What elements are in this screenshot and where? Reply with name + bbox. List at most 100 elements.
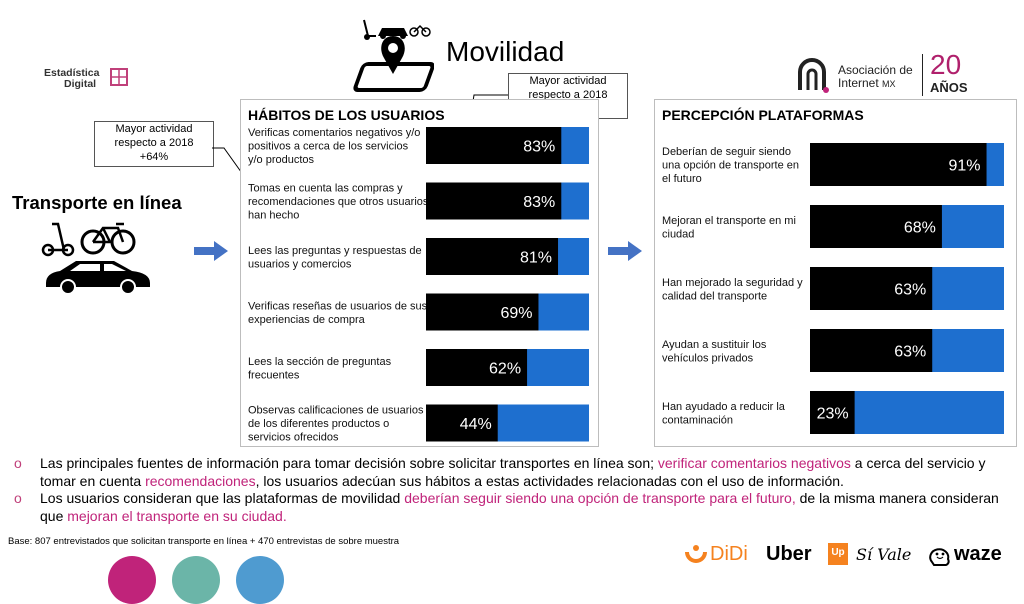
value-label: 62% (489, 361, 521, 378)
brand-line-2: Digital (64, 78, 97, 90)
value-label: 83% (523, 139, 555, 156)
value-label: 44% (460, 416, 492, 433)
category-label-line: calidad del transporte (662, 290, 767, 302)
category-label: Han ayudado a reducir la contaminación (662, 401, 786, 427)
bar-value (426, 238, 559, 275)
waze-logo: waze (954, 543, 1002, 565)
bar-value (810, 205, 942, 248)
category-label-line: Verificas reseñas de usuarios de sus (248, 300, 428, 312)
category-label-line: positivos a cerca de los servicios (248, 141, 409, 153)
value-label: 69% (500, 305, 532, 322)
waze-icon (929, 548, 950, 566)
category-label-line: experiencias de compra (248, 314, 366, 326)
bullet-text: Los usuarios consideran que las platafor… (40, 490, 405, 506)
brand-line-1: Estadística (44, 67, 100, 79)
asociacion-line1: Asociación de (838, 63, 913, 77)
category-label: Verificas reseñas de usuarios de sus expe… (248, 300, 428, 326)
category-label-line: Lees la sección de preguntas (248, 356, 392, 368)
up-logo: Up (828, 543, 848, 565)
value-label: 23% (817, 406, 849, 423)
callout-top-line1: Mayor actividad (529, 75, 607, 87)
value-label: 91% (949, 158, 981, 175)
value-label: 83% (523, 194, 555, 211)
category-label: Han mejorado la seguridad y calidad del t… (662, 277, 803, 303)
years-number: 20 (930, 49, 962, 80)
estadistica-digital-logo: Estadística Digital (44, 68, 99, 90)
callout-left: Mayor actividad respecto a 2018 +64% (94, 121, 214, 167)
category-label: Deberían de seguir siendo una opción de t… (662, 146, 799, 185)
callout-left-line1: Mayor actividad (115, 123, 193, 135)
bullet-marker-2: o (14, 490, 22, 506)
car-icon (46, 261, 150, 295)
didi-logo: DiDi (710, 543, 748, 565)
mobility-phone-icon (353, 19, 434, 92)
category-label-line: Ayudan a sustituir los (662, 339, 767, 351)
bar-value (426, 293, 539, 331)
bullet-text: a cerca del servicio y tomar en cuenta (40, 455, 986, 489)
bar-value (810, 143, 987, 186)
base-note: Base: 807 entrevistados que solicitan tr… (8, 536, 400, 547)
value-label: 63% (894, 282, 926, 299)
category-label-line: frecuentes (248, 369, 300, 381)
bullet-1: o Las principales fuentes de información … (14, 455, 1014, 490)
arrow-right-icon-2 (608, 241, 642, 261)
category-label: Ayudan a sustituir los vehículos privados (662, 339, 767, 365)
value-label: 81% (520, 250, 552, 267)
uber-logo: Uber (766, 543, 812, 565)
category-label-line: Verificas comentarios negativos y/o (248, 127, 420, 139)
category-label-line: vehículos privados (662, 352, 754, 364)
habits-chart: Verificas comentarios negativos y/o posit… (248, 127, 589, 444)
category-label-line: y/o productos (248, 154, 315, 166)
category-label-line: una opción de transporte en (662, 160, 799, 172)
years-label: AÑOS (930, 80, 968, 95)
summary-bullets: o Las principales fuentes de información … (14, 455, 1014, 525)
bar-value (426, 349, 528, 386)
category-label-line: de los diferentes productos o (248, 418, 389, 430)
category-label: Observas calificaciones de usuarios de lo… (248, 405, 424, 444)
page-title: Movilidad (446, 36, 565, 67)
category-label: Verificas comentarios negativos y/o posit… (248, 127, 420, 166)
category-label-line: Han ayudado a reducir la (662, 401, 786, 413)
highlight-text: mejoran el transporte en su ciudad. (67, 507, 287, 524)
category-label: Lees las preguntas y respuestas de usuari… (248, 245, 422, 271)
asociacion-suffix: MX (882, 79, 896, 89)
arrow-right-icon (194, 241, 228, 261)
callout-top-line2: respecto a 2018 (528, 89, 608, 101)
bar-value (426, 182, 562, 220)
highlight-text: verificar comentarios negativos (657, 455, 851, 471)
category-label-line: Observas calificaciones de usuarios (248, 405, 424, 417)
highlight-text: recomendaciones (145, 472, 256, 489)
asociacion-divider (922, 54, 923, 96)
bullet-text: de la misma manera consideran que (40, 490, 999, 524)
deco-circle-magenta (108, 556, 156, 604)
category-label-line: recomendaciones que otros usuarios (248, 196, 429, 208)
habits-title: HÁBITOS DE LOS USUARIOS (248, 107, 445, 123)
bar-value (810, 329, 933, 372)
bullet-2: o Los usuarios consideran que las platafo… (14, 490, 1014, 525)
perception-title: PERCEPCIÓN PLATAFORMAS (662, 107, 864, 123)
didi-icon (685, 545, 707, 563)
category-label-line: han hecho (248, 210, 299, 222)
callout-left-line3: +64% (139, 151, 169, 163)
category-label-line: usuarios y comercios (248, 258, 352, 270)
bullet-marker-1: o (14, 455, 22, 471)
deco-circle-blue (236, 556, 284, 604)
value-label: 63% (894, 344, 926, 361)
asociacion-line2: Internet (838, 76, 879, 90)
category-label-line: servicios ofrecidos (248, 432, 339, 444)
bar-value (810, 391, 855, 434)
bullet-text: , los usuarios adecúan sus hábitos a est… (255, 472, 844, 489)
sivale-logo: Sí Vale (856, 545, 912, 564)
bar-value (426, 404, 498, 442)
category-label: Mejoran el transporte en mi ciudad (662, 215, 796, 241)
bar-value (810, 267, 933, 310)
callout-left-line2: respecto a 2018 (114, 137, 194, 149)
bullet-text: Las principales fuentes de información p… (40, 455, 658, 471)
category-label: Tomas en cuenta las compras y recomendaci… (248, 183, 429, 222)
category-label-line: ciudad (662, 228, 694, 240)
value-label: 68% (904, 220, 936, 237)
scooter-bike-icon (41, 222, 136, 257)
asociacion-logo-icon (798, 58, 829, 93)
category-label-line: Han mejorado la seguridad y (662, 277, 803, 289)
category-label-line: el futuro (662, 173, 702, 185)
